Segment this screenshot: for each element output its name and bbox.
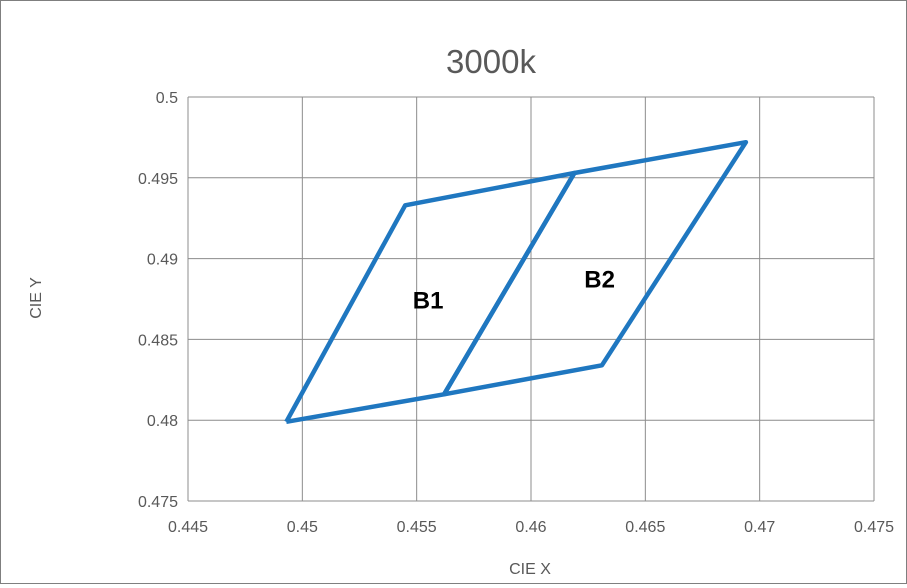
y-tick-label: 0.475	[138, 494, 178, 511]
chart-title: 3000k	[446, 43, 536, 80]
x-tick-label: 0.47	[744, 519, 775, 536]
annotation-b1-label: B1	[413, 288, 444, 315]
y-tick-label: 0.49	[147, 252, 178, 269]
series-b2-line	[442, 139, 749, 397]
annotations: B1 B2	[413, 267, 615, 315]
y-tick-label: 0.495	[138, 171, 178, 188]
tick-labels: 0.445 0.45 0.455 0.46 0.465 0.47 0.475 0.475 0.4…	[138, 90, 894, 536]
y-axis-label: CIE Y	[28, 277, 45, 319]
x-tick-label: 0.455	[397, 519, 437, 536]
y-tick-label: 0.5	[156, 90, 178, 107]
x-tick-label: 0.45	[287, 519, 318, 536]
y-tick-label: 0.48	[147, 413, 178, 430]
y-tick-label: 0.485	[138, 332, 178, 349]
grid	[187, 96, 875, 502]
x-tick-label: 0.475	[854, 519, 894, 536]
x-tick-label: 0.445	[168, 519, 208, 536]
x-tick-label: 0.46	[515, 519, 546, 536]
annotation-b2-label: B2	[584, 267, 615, 294]
series-layer	[284, 139, 749, 425]
x-axis-label: CIE X	[509, 561, 551, 578]
x-tick-label: 0.465	[625, 519, 665, 536]
